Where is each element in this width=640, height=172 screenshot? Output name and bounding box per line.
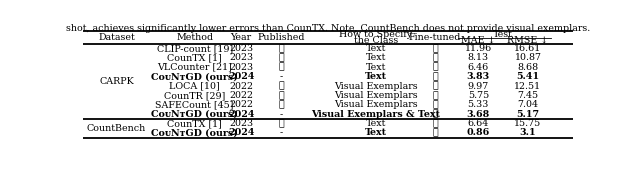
Text: 2023: 2023: [229, 53, 253, 62]
Text: Text: Text: [366, 63, 386, 72]
Text: 0.86: 0.86: [467, 128, 490, 137]
Text: ✓: ✓: [278, 91, 284, 100]
Text: shot, achieves significantly lower errors than CounTX. Note, CountBench does not: shot, achieves significantly lower error…: [66, 24, 590, 33]
Text: 3.68: 3.68: [467, 110, 490, 119]
Text: 8.68: 8.68: [517, 63, 538, 72]
Text: 5.41: 5.41: [516, 72, 540, 81]
Text: ✓: ✓: [432, 53, 438, 62]
Text: 2024: 2024: [228, 72, 255, 81]
Text: VLCounter [21]: VLCounter [21]: [157, 63, 232, 72]
Text: CᴏᴜNᴛGD (ours): CᴏᴜNᴛGD (ours): [151, 72, 238, 81]
Text: Text: Text: [366, 53, 386, 62]
Text: 5.17: 5.17: [516, 110, 540, 119]
Text: ✓: ✓: [278, 100, 284, 109]
Text: ✗: ✗: [432, 63, 438, 72]
Text: 15.75: 15.75: [515, 119, 541, 128]
Text: Text: Text: [366, 119, 386, 128]
Text: ✓: ✓: [278, 119, 284, 128]
Text: CᴏᴜNᴛGD (ours): CᴏᴜNᴛGD (ours): [151, 128, 238, 137]
Text: 16.61: 16.61: [515, 44, 541, 53]
Text: CARPK: CARPK: [99, 77, 134, 86]
Text: 12.51: 12.51: [515, 82, 541, 90]
Text: ✓: ✓: [432, 100, 438, 109]
Text: CounTX [1]: CounTX [1]: [167, 119, 222, 128]
Text: CLIP-count [19]: CLIP-count [19]: [157, 44, 233, 53]
Text: ✗: ✗: [432, 110, 438, 119]
Text: ✗: ✗: [432, 72, 438, 81]
Text: -: -: [280, 110, 283, 119]
Text: ✓: ✓: [278, 82, 284, 90]
Text: ✗: ✗: [432, 119, 438, 128]
Text: Text: Text: [366, 44, 386, 53]
Text: 3.83: 3.83: [467, 72, 490, 81]
Text: 2024: 2024: [228, 128, 255, 137]
Text: CᴏᴜNᴛGD (ours): CᴏᴜNᴛGD (ours): [151, 110, 238, 119]
Text: -: -: [280, 72, 283, 81]
Text: the Class: the Class: [354, 36, 398, 45]
Text: 2023: 2023: [229, 63, 253, 72]
Text: 7.04: 7.04: [518, 100, 538, 109]
Text: Method: Method: [176, 33, 213, 42]
Text: ✗: ✗: [432, 128, 438, 137]
Text: CountBench: CountBench: [87, 124, 146, 133]
Text: ✗: ✗: [432, 82, 438, 90]
Text: Visual Exemplars & Text: Visual Exemplars & Text: [312, 110, 440, 119]
Text: ✓: ✓: [278, 53, 284, 62]
Text: 11.96: 11.96: [465, 44, 492, 53]
Text: Year: Year: [230, 33, 252, 42]
Text: Fine-tuned: Fine-tuned: [409, 33, 461, 42]
Text: RMSE ↓: RMSE ↓: [508, 36, 548, 45]
Text: 2023: 2023: [229, 119, 253, 128]
Text: CounTR [29]: CounTR [29]: [164, 91, 225, 100]
Text: CounTX [1]: CounTX [1]: [167, 53, 222, 62]
Text: MAE ↓: MAE ↓: [461, 36, 495, 45]
Text: Visual Exemplars: Visual Exemplars: [334, 100, 418, 109]
Text: 6.64: 6.64: [468, 119, 489, 128]
Text: 6.46: 6.46: [468, 63, 489, 72]
Text: Dataset: Dataset: [98, 33, 135, 42]
Text: ✓: ✓: [278, 63, 284, 72]
Text: Published: Published: [258, 33, 305, 42]
Text: -: -: [280, 128, 283, 137]
Text: ✓: ✓: [278, 44, 284, 53]
Text: 2022: 2022: [229, 82, 253, 90]
Text: LOCA [10]: LOCA [10]: [170, 82, 220, 90]
Text: Visual Exemplars: Visual Exemplars: [334, 91, 418, 100]
Text: Visual Exemplars: Visual Exemplars: [334, 82, 418, 90]
Text: SAFECount [45]: SAFECount [45]: [156, 100, 234, 109]
Text: 7.45: 7.45: [517, 91, 538, 100]
Text: 3.1: 3.1: [520, 128, 536, 137]
Text: Test: Test: [493, 30, 513, 39]
Text: 2023: 2023: [229, 44, 253, 53]
Text: 8.13: 8.13: [468, 53, 489, 62]
Text: How to Specify: How to Specify: [339, 30, 413, 39]
Text: 9.97: 9.97: [468, 82, 489, 90]
Text: Text: Text: [365, 128, 387, 137]
Text: 2022: 2022: [229, 91, 253, 100]
Text: ✗: ✗: [432, 44, 438, 53]
Text: ✓: ✓: [432, 91, 438, 100]
Text: 10.87: 10.87: [515, 53, 541, 62]
Text: 5.33: 5.33: [468, 100, 489, 109]
Text: 2024: 2024: [228, 110, 255, 119]
Text: 5.75: 5.75: [468, 91, 489, 100]
Text: Text: Text: [365, 72, 387, 81]
Text: 2022: 2022: [229, 100, 253, 109]
